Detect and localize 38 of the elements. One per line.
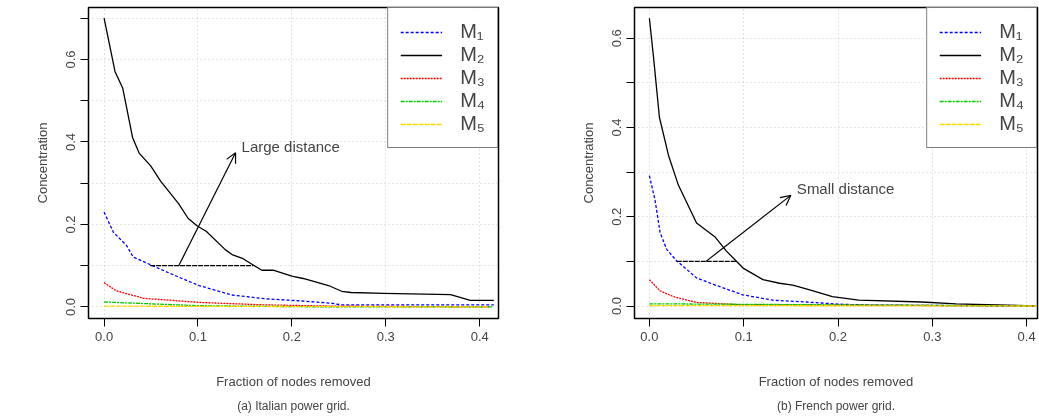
x-tick-label: 0.1 bbox=[734, 328, 753, 344]
line-series bbox=[103, 17, 495, 301]
legend-label: M₁ bbox=[999, 20, 1023, 43]
x-tick-label: 0.3 bbox=[376, 328, 395, 344]
x-tick-label: 0.4 bbox=[1017, 328, 1036, 344]
legend-label: M₁ bbox=[460, 20, 484, 43]
legend-label: M₂ bbox=[460, 43, 485, 66]
x-axis-title: Fraction of nodes removed bbox=[216, 373, 371, 389]
annotation: Large distance bbox=[241, 137, 340, 155]
legend-label: M₅ bbox=[460, 112, 485, 135]
text: (a) Italian power grid. bbox=[237, 398, 350, 413]
annotation: Small distance bbox=[796, 180, 895, 198]
x-tick-label: 0.4 bbox=[470, 328, 489, 344]
y-axis-title: Concentration bbox=[34, 122, 50, 204]
legend-label: M₄ bbox=[460, 89, 485, 112]
y-tick-label: 0.4 bbox=[63, 132, 79, 151]
x-tick-label: 0.2 bbox=[828, 328, 848, 344]
y-tick-label: 0.2 bbox=[609, 207, 625, 226]
x-tick-label: 0.0 bbox=[640, 328, 659, 344]
x-tick-label: 0.3 bbox=[923, 328, 942, 344]
y-tick-label: 0.0 bbox=[63, 297, 79, 316]
y-tick-label: 0.0 bbox=[609, 296, 625, 316]
legend-label: M₃ bbox=[999, 66, 1024, 89]
y-tick-label: 0.6 bbox=[609, 29, 625, 48]
y-tick-label: 0.6 bbox=[63, 50, 79, 69]
y-tick-label: 0.4 bbox=[609, 118, 625, 137]
line-series bbox=[103, 211, 495, 306]
legend-label: M₃ bbox=[460, 66, 485, 89]
y-axis-title: Concentration bbox=[580, 122, 596, 204]
x-tick-label: 0.0 bbox=[95, 328, 114, 344]
text: (b) French power grid. bbox=[776, 398, 896, 413]
y-tick-label: 0.2 bbox=[63, 215, 79, 234]
x-tick-label: 0.2 bbox=[282, 328, 301, 344]
x-tick-label: 0.1 bbox=[188, 328, 208, 344]
x-axis-title: Fraction of nodes removed bbox=[758, 373, 914, 389]
legend-label: M₄ bbox=[999, 89, 1024, 112]
legend-label: M₂ bbox=[999, 43, 1024, 66]
legend-label: M₅ bbox=[999, 112, 1024, 135]
